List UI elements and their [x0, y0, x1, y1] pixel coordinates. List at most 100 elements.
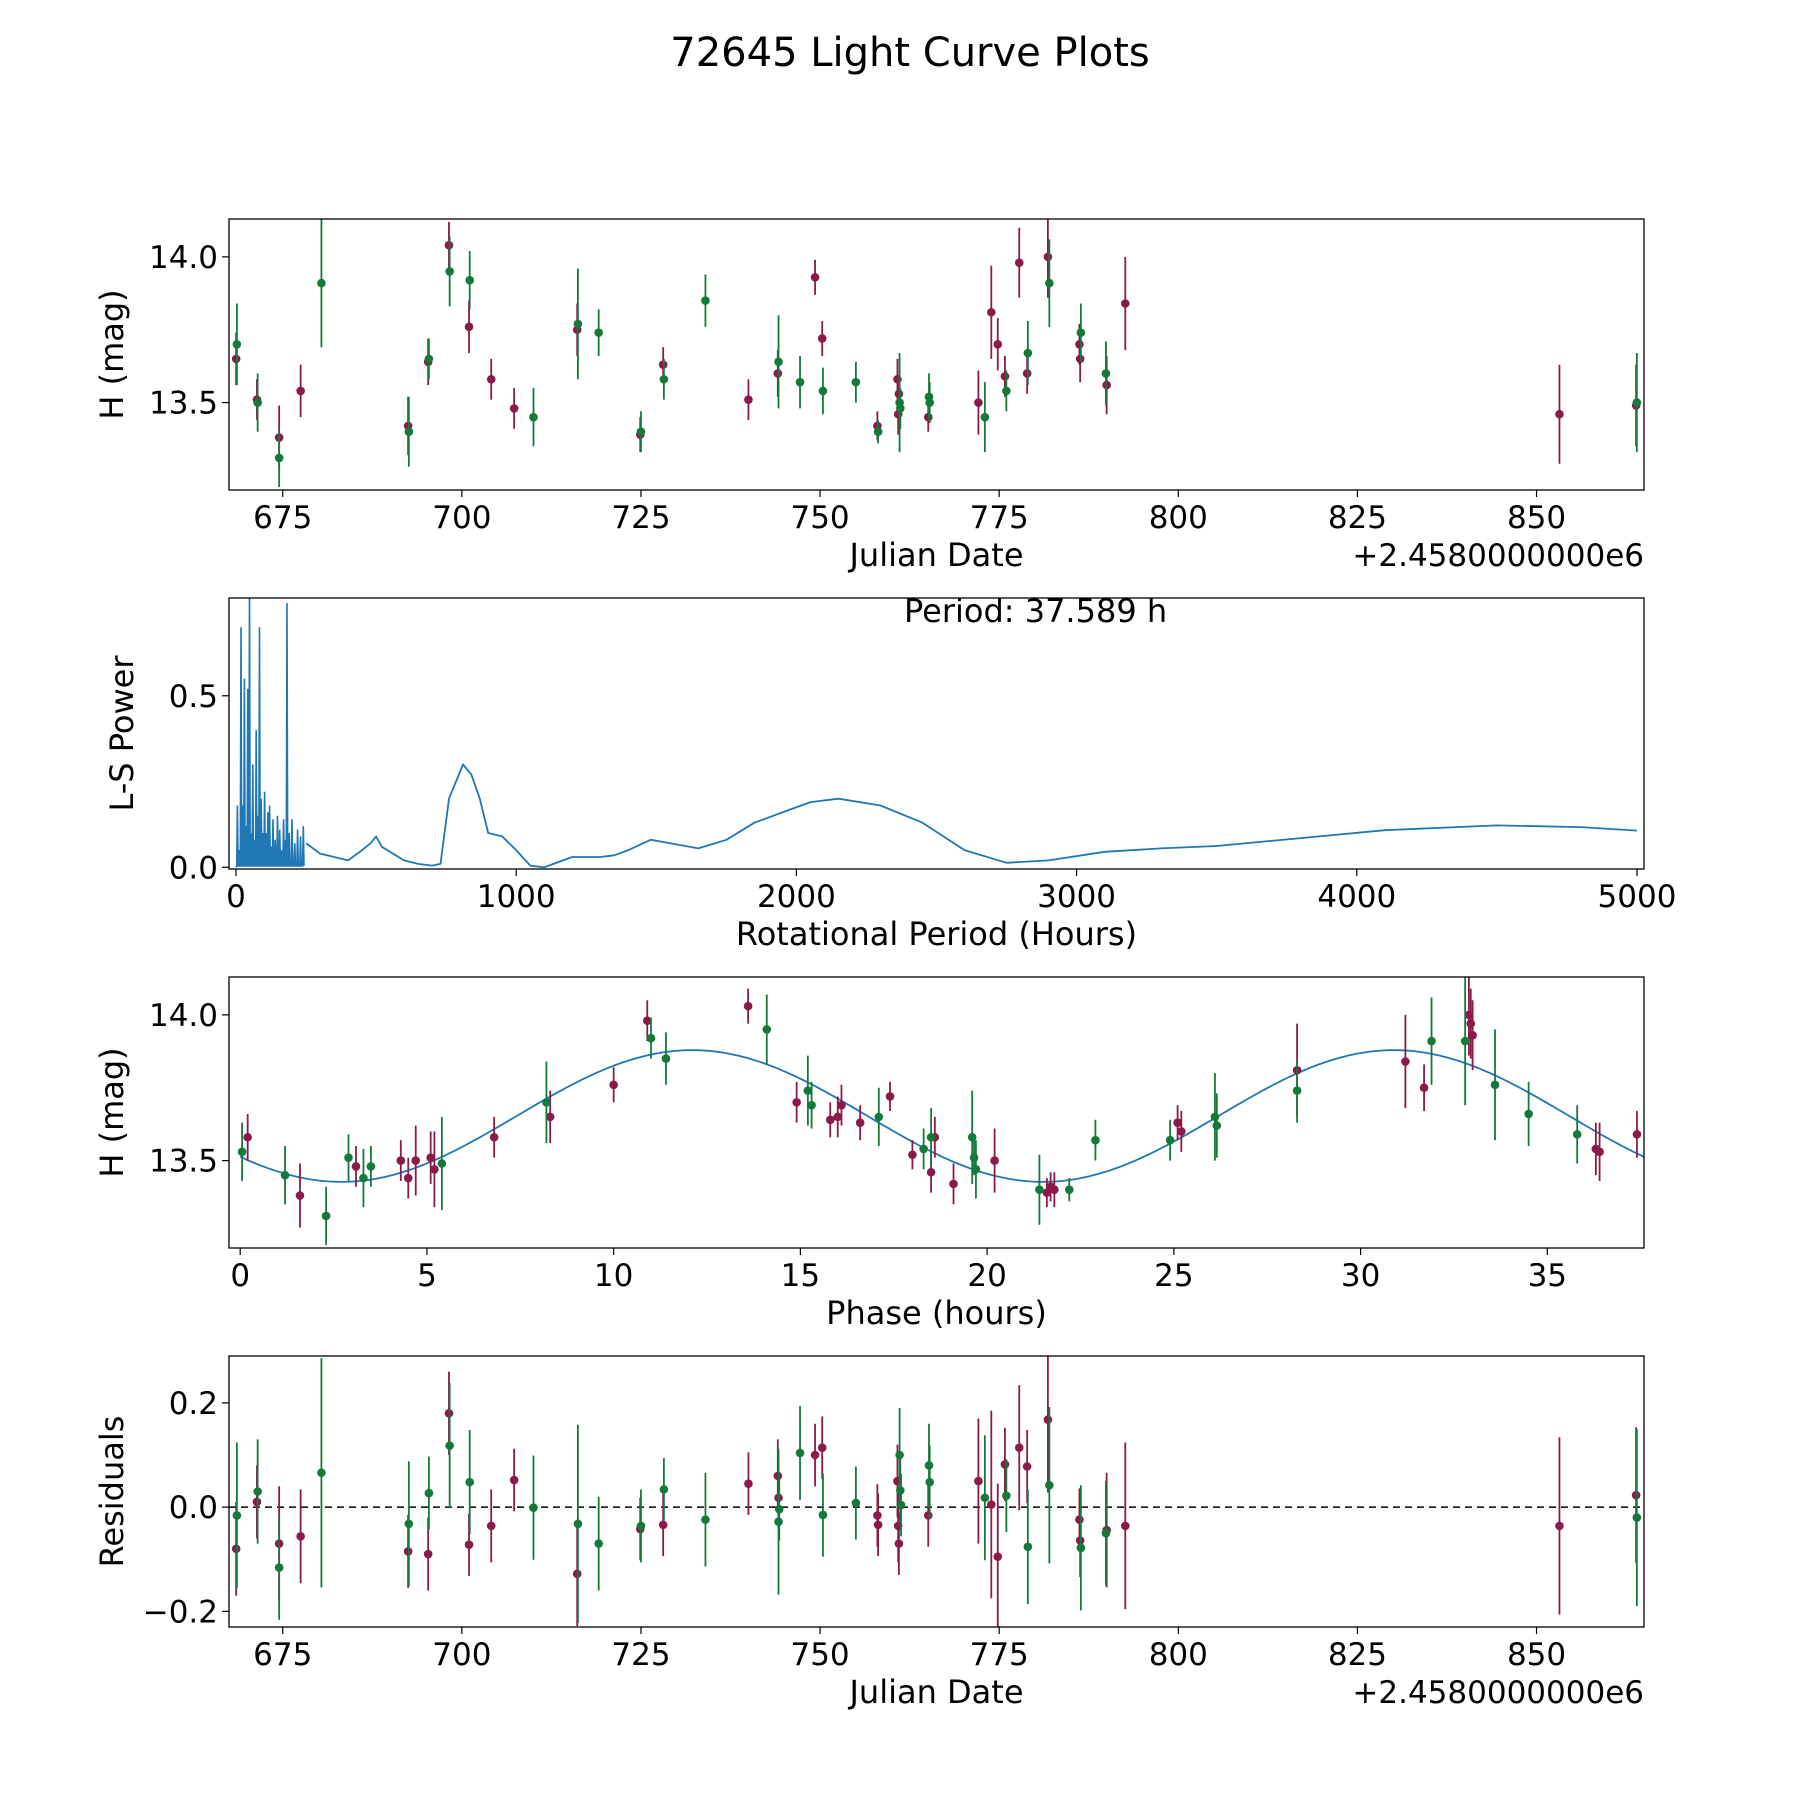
figure-title: 72645 Light Curve Plots	[670, 30, 1149, 76]
lc-plot-area	[231, 219, 1642, 488]
phase-ytick-label: 14.0	[149, 998, 218, 1034]
resid-green-data-point	[573, 1519, 583, 1529]
resid-green-data-point	[1023, 1542, 1033, 1552]
resid-green-data-point	[445, 1441, 454, 1450]
phase-maroon-data-point	[489, 1132, 499, 1142]
lc-xtick-label: 825	[1328, 500, 1387, 536]
phase-green-data-point	[1292, 1086, 1302, 1095]
phase-maroon-data-point	[1466, 1019, 1476, 1028]
phase-ytick-label: 13.5	[149, 1144, 218, 1180]
lc-ytick-label: 13.5	[149, 386, 218, 422]
resid-xtick-label: 675	[253, 1637, 312, 1673]
resid-xtick-label: 700	[432, 1637, 491, 1673]
phase-green-data-point	[1091, 1135, 1100, 1145]
resid-maroon-data-point	[817, 1443, 827, 1453]
resid-green-data-point	[274, 1563, 284, 1572]
ls-xtick-label: 1000	[477, 879, 556, 915]
ls-x-axis-label: Rotational Period (Hours)	[736, 915, 1137, 953]
resid-maroon-data-point	[987, 1500, 996, 1509]
phase-green-data-point	[321, 1211, 331, 1221]
lc-green-data-point	[594, 328, 603, 337]
resid-maroon-data-point	[873, 1520, 883, 1530]
ls-xtick-label: 5000	[1598, 879, 1677, 915]
resid-offset-text: +2.4580000000e6	[1352, 1675, 1644, 1711]
light-curve-panel: 675 700 725 750 775 800 825 850 13.5 14.0 Julian D…	[93, 218, 1645, 574]
ls-xtick-label: 3000	[1037, 879, 1116, 915]
resid-maroon-data-point	[1000, 1460, 1010, 1469]
phase-maroon-data-point	[426, 1153, 435, 1162]
phase-green-data-point	[1210, 1112, 1220, 1122]
phase-maroon-data-point	[908, 1150, 917, 1160]
phase-axes-frame	[228, 976, 1645, 1249]
phase-green-data-point	[359, 1173, 368, 1183]
lc-green-data-point	[1632, 398, 1642, 407]
lc-maroon-data-point	[296, 386, 305, 396]
resid-green-data-point	[851, 1498, 861, 1508]
phase-green-data-point	[344, 1153, 353, 1162]
residuals-panel: 675 700 725 750 775 800 825 850 −0.2 0.0 0.2 Julian…	[93, 1355, 1645, 1711]
ls-y-axis-label: L-S Power	[103, 655, 141, 812]
resid-xtick-label: 850	[1507, 1637, 1566, 1673]
phase-green-data-point	[437, 1159, 447, 1168]
lc-maroon-data-point	[1120, 299, 1130, 308]
phase-maroon-data-point	[1173, 1118, 1182, 1127]
lc-green-data-point	[925, 398, 934, 407]
resid-axes-frame	[228, 1355, 1645, 1628]
resid-xtick-label: 825	[1328, 1637, 1387, 1673]
lc-green-data-point	[851, 377, 861, 387]
ls-plot-area	[235, 598, 1638, 869]
lc-green-data-point	[1045, 278, 1054, 288]
fit-model-curve	[239, 1049, 1644, 1183]
periodogram-curve	[305, 763, 1638, 869]
lc-xtick-label: 675	[253, 500, 312, 536]
lc-maroon-data-point	[810, 272, 820, 282]
phase-maroon-data-point	[792, 1098, 801, 1107]
phase-maroon-data-point	[430, 1165, 439, 1174]
phase-maroon-data-point	[411, 1156, 421, 1165]
resid-ytick-label: −0.2	[143, 1594, 218, 1630]
resid-green-data-point	[1076, 1543, 1086, 1553]
lc-maroon-data-point	[987, 307, 996, 317]
lc-axes-frame	[228, 218, 1645, 491]
phase-maroon-data-point	[351, 1162, 361, 1171]
resid-maroon-data-point	[974, 1476, 983, 1486]
resid-maroon-data-point	[423, 1549, 433, 1559]
lc-green-data-point	[873, 427, 883, 437]
lc-ytick-label: 14.0	[149, 240, 218, 276]
ls-xtick-label: 2000	[757, 879, 836, 915]
resid-green-data-point	[1002, 1491, 1011, 1500]
lc-green-data-point	[232, 340, 242, 349]
resid-y-axis-label: Residuals	[93, 1416, 131, 1568]
resid-maroon-data-point	[1555, 1521, 1564, 1531]
phase-maroon-data-point	[855, 1118, 865, 1127]
resid-green-data-point	[529, 1503, 538, 1512]
resid-ytick-label: 0.0	[169, 1490, 218, 1526]
lc-green-data-point	[896, 404, 905, 413]
lc-offset-text: +2.4580000000e6	[1352, 538, 1644, 574]
lc-xtick-label: 700	[432, 500, 491, 536]
lc-green-data-point	[659, 374, 669, 384]
resid-xtick-label: 775	[970, 1637, 1029, 1673]
lc-green-data-point	[1002, 386, 1011, 396]
resid-green-data-point	[925, 1477, 934, 1487]
lc-maroon-data-point	[993, 340, 1003, 349]
lc-green-data-point	[1076, 328, 1086, 337]
phase-xtick-label: 30	[1341, 1258, 1380, 1294]
lc-maroon-data-point	[1043, 252, 1053, 262]
lc-green-data-point	[445, 267, 454, 276]
phase-xtick-label: 0	[230, 1258, 250, 1294]
phase-green-data-point	[967, 1132, 977, 1142]
phase-y-axis-label: H (mag)	[93, 1047, 131, 1177]
periodogram-panel: 0 1000 2000 3000 4000 5000 0.0 0.5 Rotational Pe…	[103, 592, 1676, 953]
phase-green-data-point	[542, 1098, 551, 1107]
ls-xtick-label: 0	[226, 879, 246, 915]
ls-axes-frame	[228, 597, 1645, 870]
phase-maroon-data-point	[396, 1156, 406, 1165]
resid-green-data-point	[1101, 1528, 1111, 1538]
phase-maroon-data-point	[926, 1167, 936, 1177]
resid-xtick-label: 725	[611, 1637, 670, 1673]
phase-green-data-point	[1165, 1135, 1175, 1145]
resid-green-data-point	[701, 1515, 710, 1524]
lc-maroon-data-point	[744, 395, 753, 404]
phase-maroon-data-point	[837, 1100, 846, 1110]
